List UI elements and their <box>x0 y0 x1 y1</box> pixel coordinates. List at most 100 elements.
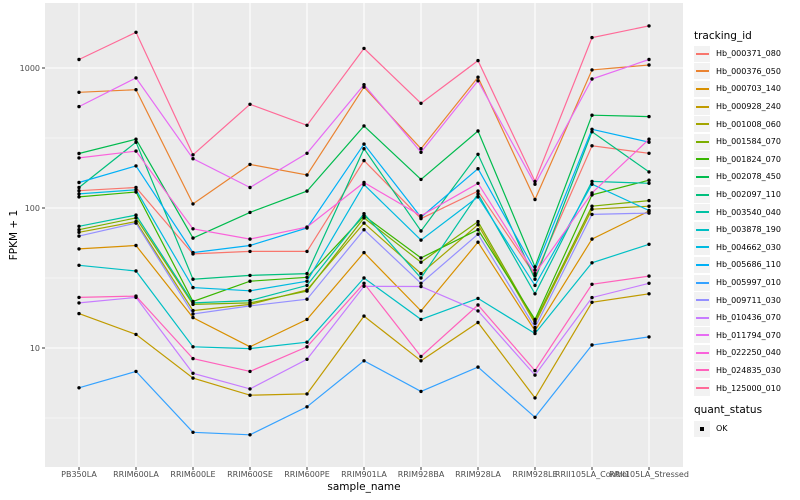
legend-item-label: Hb_022250_040 <box>716 348 781 358</box>
x-axis-title: sample_name <box>327 481 401 493</box>
legend-item-label: Hb_002097_110 <box>716 190 781 200</box>
data-point <box>248 210 252 215</box>
data-point <box>590 343 594 347</box>
legend-item-quant-ok: OK <box>694 420 728 438</box>
data-point <box>248 273 252 278</box>
x-tick-label: RRIM928LE <box>512 470 557 479</box>
data-point <box>590 295 594 300</box>
legend-item: Hb_010436_070 <box>694 309 781 327</box>
legend-key-swatch <box>694 186 710 203</box>
legend-item-label: Hb_024835_030 <box>716 365 781 375</box>
legend-line-icon <box>695 140 709 143</box>
data-point <box>305 340 309 344</box>
data-point <box>77 224 81 228</box>
legend-key-swatch <box>694 380 710 397</box>
data-point <box>362 85 366 89</box>
legend-line-icon <box>695 70 709 73</box>
legend-line-icon <box>695 263 709 266</box>
data-point <box>590 113 594 117</box>
data-point <box>590 282 594 286</box>
data-point <box>362 284 366 288</box>
x-tick-label: RRIM928BA <box>398 470 445 479</box>
data-point <box>533 197 537 202</box>
data-point <box>647 170 651 174</box>
legend-line-icon <box>695 299 709 302</box>
data-point <box>191 430 195 434</box>
data-point <box>134 140 138 144</box>
legend-key-swatch <box>694 98 710 115</box>
legend-line-icon <box>695 123 709 126</box>
y-tick-labels: 1000 100 10 <box>20 64 40 353</box>
data-point <box>419 229 423 233</box>
legend-item-label: Hb_125000_010 <box>716 383 781 393</box>
data-point <box>362 281 366 285</box>
data-point <box>362 221 366 225</box>
data-point <box>476 219 480 224</box>
data-point <box>476 228 480 232</box>
data-point <box>248 304 252 308</box>
data-point <box>248 162 252 167</box>
data-point <box>305 249 309 254</box>
legend-tracking-id-items: Hb_000371_080 Hb_000376_050 Hb_000703_140 H… <box>694 45 781 397</box>
data-point <box>419 317 423 322</box>
data-point <box>533 396 537 400</box>
data-point <box>419 147 423 151</box>
legend-key-swatch <box>694 362 710 379</box>
data-point <box>248 346 252 351</box>
data-point <box>191 202 195 206</box>
data-point <box>419 214 423 218</box>
data-point <box>134 76 138 80</box>
data-point <box>647 24 651 28</box>
data-point <box>476 181 480 185</box>
data-point <box>248 279 252 283</box>
data-point <box>533 329 537 333</box>
data-point <box>533 283 537 288</box>
data-point <box>647 292 651 296</box>
x-tick-label: RRIM928LA <box>455 470 501 479</box>
data-point <box>533 268 537 272</box>
data-point <box>305 123 309 128</box>
data-point <box>476 303 480 307</box>
data-point <box>419 354 423 359</box>
data-points <box>77 24 651 437</box>
data-point <box>362 142 366 146</box>
data-point <box>647 151 651 155</box>
data-point <box>533 292 537 296</box>
data-point <box>305 189 309 193</box>
data-point <box>77 311 81 316</box>
data-point <box>419 276 423 280</box>
data-point <box>647 57 651 62</box>
data-point <box>362 359 366 363</box>
data-point <box>533 373 537 377</box>
data-point <box>77 295 81 300</box>
data-point <box>476 320 480 325</box>
data-point <box>248 433 252 437</box>
data-point <box>590 130 594 134</box>
legend-item-label: Hb_002078_450 <box>716 172 781 182</box>
legend-item-label: Hb_003878_190 <box>716 225 781 235</box>
legend-key-swatch <box>694 116 710 133</box>
data-point <box>248 289 252 293</box>
data-point <box>647 181 651 185</box>
data-point <box>590 204 594 208</box>
legend-item: Hb_001584_070 <box>694 133 781 151</box>
data-point <box>134 221 138 225</box>
data-point <box>362 314 366 318</box>
data-point <box>362 158 366 163</box>
data-point <box>647 198 651 203</box>
legend-line-icon <box>695 87 709 90</box>
data-point <box>191 371 195 375</box>
data-point <box>134 216 138 220</box>
data-point <box>77 263 81 267</box>
data-point <box>77 192 81 196</box>
legend-title-quant-status: quant_status <box>694 404 763 416</box>
data-point <box>77 234 81 238</box>
data-point <box>134 294 138 298</box>
data-point <box>590 127 594 131</box>
data-point <box>305 345 309 349</box>
data-point <box>533 317 537 322</box>
data-point <box>362 212 366 216</box>
data-point <box>647 114 651 119</box>
legend-item-label: Hb_011794_070 <box>716 330 781 340</box>
data-point <box>590 179 594 184</box>
